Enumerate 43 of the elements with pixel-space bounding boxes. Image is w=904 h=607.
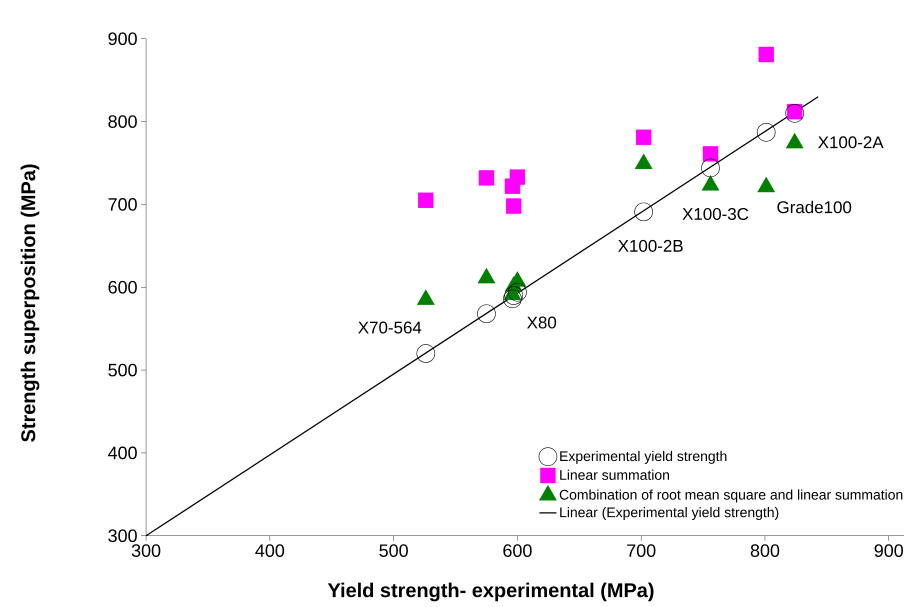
annotation: X100-3C [682,208,748,220]
y-tick-label: 400 [108,446,137,460]
y-tick-label: 600 [108,280,137,294]
x-tick-label: 600 [503,544,532,557]
legend-label: Linear summation [560,470,670,480]
x-tick-label: 300 [132,544,160,557]
annotation: X100-2A [818,136,884,148]
point [758,46,774,62]
point [478,170,494,186]
point [506,198,522,214]
point [477,304,496,324]
point [785,104,804,123]
point [504,286,523,305]
annotation: Grade100 [777,200,852,214]
y-tick-label: 500 [108,364,137,376]
legend-label: Linear (Experimental yield strength) [560,507,778,520]
point [636,130,652,146]
point [418,192,434,208]
x-tick-label: 700 [627,544,656,557]
x-tick-label: 400 [255,544,284,557]
point [634,202,653,222]
legend-label: Combination of root mean square and linear summation [560,489,902,502]
point [510,169,526,185]
x-tick-label: 500 [379,544,408,557]
y-tick-label: 700 [108,198,137,211]
point [756,123,776,142]
y-tick-label: 800 [108,115,137,128]
point [416,344,436,363]
point [701,158,720,178]
y-axis-title: Strength superposition (MPa) [20,164,40,442]
legend-label: Experimental yield strength [560,450,726,464]
point [508,282,527,302]
x-tick-label: 800 [750,544,780,557]
point [786,104,802,120]
point [702,146,718,162]
annotation: X70-564 [358,322,422,334]
annotation: X80 [527,316,556,329]
x-tick-label: 900 [874,544,904,557]
y-tick-label: 900 [108,32,137,46]
point [503,290,522,308]
x-axis-title: Yield strength- experimental (MPa) [328,582,654,602]
annotation: X100-2B [618,240,683,252]
y-tick-label: 300 [108,529,137,542]
